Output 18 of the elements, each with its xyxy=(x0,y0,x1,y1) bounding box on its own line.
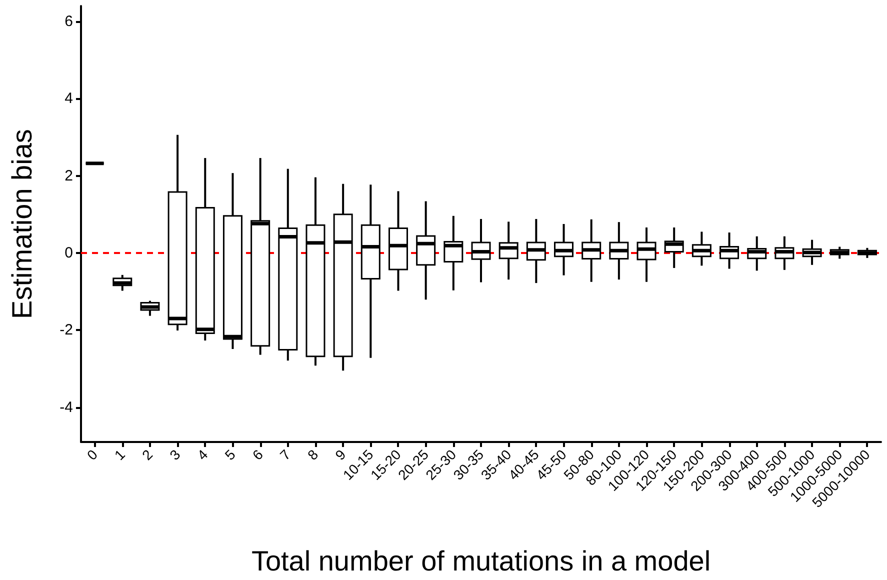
x-tick-label: 9 xyxy=(332,446,349,464)
y-tick-label: 4 xyxy=(64,90,73,108)
x-axis-title: Total number of mutations in a model xyxy=(251,546,711,576)
x-tick-label: 0 xyxy=(84,446,101,464)
x-tick-label: 5 xyxy=(222,446,239,464)
y-axis-title: Estimation bias xyxy=(6,129,38,319)
x-tick-label: 8 xyxy=(304,446,322,464)
x-tick-label: 7 xyxy=(276,446,294,464)
y-tick-label: 6 xyxy=(64,12,73,30)
y-tick-label: 0 xyxy=(64,244,73,262)
x-tick-label: 6 xyxy=(249,446,266,464)
x-tick-label: 3 xyxy=(166,446,184,464)
x-tick-label: 1 xyxy=(111,446,128,464)
y-tick-label: -4 xyxy=(60,398,73,416)
y-tick-label: -2 xyxy=(60,322,73,339)
x-tick-label: 4 xyxy=(194,446,211,464)
x-tick-label: 2 xyxy=(138,446,156,464)
y-tick-label: 2 xyxy=(64,167,73,184)
